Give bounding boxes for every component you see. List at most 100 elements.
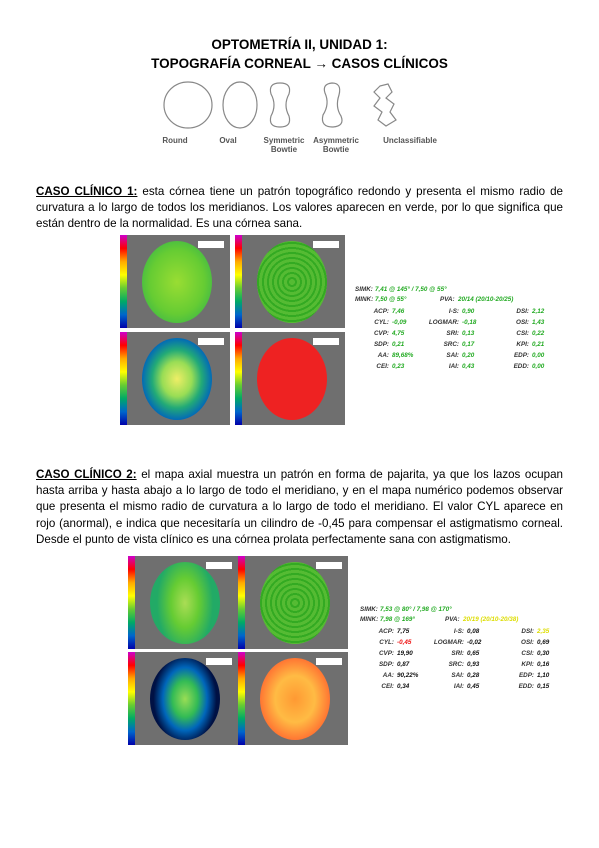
index-label: EDP: bbox=[513, 352, 529, 359]
index-value: 0,17 bbox=[462, 341, 475, 348]
index-value: PVA: bbox=[440, 296, 455, 303]
index-value: 0,34 bbox=[397, 683, 410, 690]
index-label: SAI: bbox=[446, 352, 459, 359]
pattern-label: Oval bbox=[219, 136, 237, 145]
index-value: 0,22 bbox=[532, 330, 545, 337]
index-label: DSI: bbox=[521, 628, 534, 635]
index-label: ACP: bbox=[378, 628, 394, 635]
case-heading: CASO CLÍNICO 1: bbox=[36, 185, 138, 198]
index-value: 0,90 bbox=[462, 308, 475, 315]
topography-map bbox=[238, 556, 348, 649]
index-value: 0,87 bbox=[397, 661, 410, 668]
pattern-label: Round bbox=[162, 136, 188, 145]
index-value: 0,28 bbox=[467, 672, 480, 679]
index-label: SDP: bbox=[378, 661, 394, 668]
index-label: KPI: bbox=[516, 341, 529, 348]
case-paragraph: CASO CLÍNICO 1: esta córnea tiene un pat… bbox=[36, 184, 563, 233]
index-label: I-S: bbox=[448, 308, 459, 315]
index-label: AA: bbox=[377, 352, 389, 359]
index-value: 7,50 @ 55° bbox=[375, 296, 407, 303]
index-value: 0,16 bbox=[537, 661, 550, 668]
index-label: SDP: bbox=[373, 341, 389, 348]
index-label: CEI: bbox=[381, 683, 394, 690]
index-label: IAI: bbox=[453, 683, 464, 690]
index-value: 4,75 bbox=[392, 330, 405, 337]
index-value: 0,00 bbox=[532, 352, 545, 359]
index-label: LOGMAR: bbox=[428, 319, 459, 326]
index-value: 7,98 @ 169° bbox=[380, 616, 415, 623]
index-label: IAI: bbox=[448, 363, 459, 370]
index-label: EDD: bbox=[518, 683, 534, 690]
index-label: AA: bbox=[382, 672, 394, 679]
topography-map bbox=[128, 556, 238, 649]
index-value: -0,18 bbox=[462, 319, 477, 326]
index-label: ACP: bbox=[373, 308, 389, 315]
index-value: 20/14 (20/10-20/25) bbox=[458, 296, 514, 303]
index-label: CSI: bbox=[521, 650, 534, 657]
index-label: CYL: bbox=[374, 319, 389, 326]
topography-map bbox=[120, 235, 230, 328]
pattern-label: Asymmetric Bowtie bbox=[313, 136, 359, 154]
index-value: 7,46 bbox=[392, 308, 405, 315]
index-value: 0,30 bbox=[537, 650, 550, 657]
case-text: el mapa axial muestra un patrón en forma… bbox=[36, 468, 563, 546]
case-text: esta córnea tiene un patrón topográfico … bbox=[36, 185, 563, 231]
topography-map bbox=[238, 652, 348, 745]
topography-map bbox=[235, 332, 345, 425]
index-value: 0,43 bbox=[462, 363, 475, 370]
index-value: PVA: bbox=[445, 616, 460, 623]
title: OPTOMETRÍA II, UNIDAD 1: bbox=[211, 37, 388, 52]
index-value: SIMK: bbox=[355, 286, 373, 293]
index-value: 19,90 bbox=[397, 650, 413, 657]
index-label: CVP: bbox=[373, 330, 389, 337]
index-value: 7,53 @ 80° / 7,98 @ 170° bbox=[380, 606, 452, 613]
index-value: -0,45 bbox=[397, 639, 412, 646]
index-value: 7,41 @ 145° / 7,50 @ 55° bbox=[375, 286, 447, 293]
index-value: SIMK: bbox=[360, 606, 378, 613]
case-paragraph: CASO CLÍNICO 2: el mapa axial muestra un… bbox=[36, 467, 563, 548]
index-value: -0,09 bbox=[392, 319, 407, 326]
index-value: 0,00 bbox=[532, 363, 545, 370]
title: TOPOGRAFÍA CORNEAL → CASOS CLÍNICOS bbox=[151, 56, 448, 71]
index-value: 0,93 bbox=[467, 661, 480, 668]
index-label: LOGMAR: bbox=[433, 639, 464, 646]
index-value: 0,13 bbox=[462, 330, 475, 337]
index-value: 0,23 bbox=[392, 363, 405, 370]
topography-map bbox=[120, 332, 230, 425]
index-value: 0,08 bbox=[467, 628, 480, 635]
index-label: SRI: bbox=[451, 650, 464, 657]
index-label: SAI: bbox=[451, 672, 464, 679]
index-value: 20/19 (20/10-20/38) bbox=[463, 616, 519, 623]
index-label: SRC: bbox=[443, 341, 459, 348]
index-label: EDD: bbox=[513, 363, 529, 370]
index-value: 0,20 bbox=[462, 352, 475, 359]
index-label: DSI: bbox=[516, 308, 529, 315]
index-label: CEI: bbox=[376, 363, 389, 370]
topography-map bbox=[235, 235, 345, 328]
index-label: I-S: bbox=[453, 628, 464, 635]
index-label: KPI: bbox=[521, 661, 534, 668]
indices-table: SIMK: 7,41 @ 145° / 7,50 @ 55° MINK: 7,50 @… bbox=[355, 286, 565, 376]
case-heading: CASO CLÍNICO 2: bbox=[36, 468, 137, 481]
pattern-illustration bbox=[163, 81, 397, 129]
pattern-label: Unclassifiable bbox=[383, 136, 437, 145]
index-label: CSI: bbox=[516, 330, 529, 337]
index-label: EDP: bbox=[518, 672, 534, 679]
index-value: 1,10 bbox=[537, 672, 550, 679]
index-label: CVP: bbox=[378, 650, 394, 657]
index-value: 0,21 bbox=[532, 341, 545, 348]
index-value: 2,35 bbox=[537, 628, 550, 635]
index-value: 0,21 bbox=[392, 341, 405, 348]
index-value: 90,22% bbox=[397, 672, 419, 679]
index-value: MINK: bbox=[360, 616, 379, 623]
index-value: 0,65 bbox=[467, 650, 480, 657]
index-value: 0,15 bbox=[537, 683, 550, 690]
index-label: SRC: bbox=[448, 661, 464, 668]
index-value: -0,02 bbox=[467, 639, 482, 646]
index-label: SRI: bbox=[446, 330, 459, 337]
index-value: 7,75 bbox=[397, 628, 410, 635]
indices-table: SIMK: 7,53 @ 80° / 7,98 @ 170° MINK: 7,98 @… bbox=[360, 606, 570, 696]
index-value: 89,68% bbox=[392, 352, 414, 359]
index-label: OSI: bbox=[521, 639, 534, 646]
